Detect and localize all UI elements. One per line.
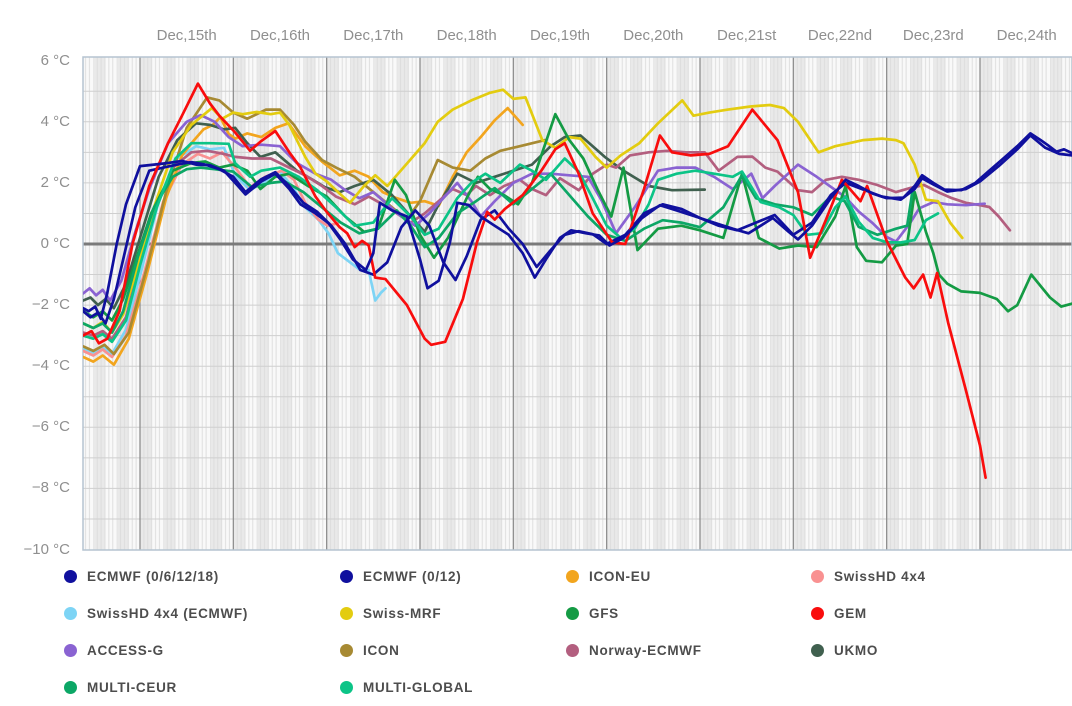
- y-axis-label: −8 °C: [31, 479, 70, 497]
- y-axis-label: 4 °C: [40, 112, 70, 130]
- y-axis-label: −10 °C: [23, 540, 70, 558]
- legend-row: SwissHD 4x4 (ECMWF) Swiss-MRF GFS GEM: [64, 595, 1072, 632]
- legend-color-dot: [340, 570, 353, 583]
- y-axis-label: −6 °C: [31, 418, 70, 436]
- x-axis-label: Dec,24th: [996, 27, 1057, 44]
- legend-label: Swiss-MRF: [363, 606, 442, 621]
- legend-color-dot: [64, 607, 77, 620]
- chart-canvas: [82, 56, 1072, 551]
- y-axis-label: −4 °C: [31, 357, 70, 375]
- legend-color-dot: [340, 607, 353, 620]
- legend-color-dot: [566, 570, 579, 583]
- series-line-gem: [83, 82, 987, 480]
- legend-label: MULTI-GLOBAL: [363, 680, 474, 695]
- legend-color-dot: [64, 570, 77, 583]
- legend-color-dot: [811, 644, 824, 657]
- legend-row: ECMWF (0/6/12/18) ECMWF (0/12) ICON-EU Swis…: [64, 558, 1072, 595]
- legend-label: GFS: [589, 606, 619, 621]
- plot-frame: [82, 56, 1072, 551]
- x-axis-label: Dec,19th: [529, 27, 591, 44]
- legend-label: SwissHD 4x4 (ECMWF): [87, 606, 249, 621]
- legend-item-icon-eu[interactable]: ICON-EU: [566, 569, 811, 584]
- legend-color-dot: [811, 570, 824, 583]
- x-axis-label: Dec,21st: [717, 27, 777, 44]
- x-axis-label: Dec,20th: [623, 27, 684, 44]
- legend-item-ecmwf-0-6-12-18-[interactable]: ECMWF (0/6/12/18): [64, 569, 340, 584]
- legend-label: ECMWF (0/12): [363, 569, 462, 584]
- legend-label: ECMWF (0/6/12/18): [87, 569, 219, 584]
- legend-color-dot: [566, 644, 579, 657]
- legend-label: ICON: [363, 643, 400, 658]
- legend-item-gfs[interactable]: GFS: [566, 606, 811, 621]
- legend-label: GEM: [834, 606, 867, 621]
- series-line-swiss-mrf: [83, 88, 964, 334]
- x-axis-label: Dec,18th: [436, 27, 497, 44]
- series-line-icon: [83, 96, 547, 356]
- y-axis-label: 0 °C: [40, 235, 70, 252]
- legend-label: MULTI-CEUR: [87, 680, 177, 695]
- x-axis-label: Dec,15th: [156, 27, 217, 44]
- legend-item-norway-ecmwf[interactable]: Norway-ECMWF: [566, 643, 811, 658]
- y-axis-label: −2 °C: [31, 296, 70, 314]
- series-line-ecmwf-0-6-12-18-: [83, 132, 1072, 321]
- x-axis-label: Dec,23rd: [902, 27, 964, 44]
- legend-label: SwissHD 4x4: [834, 569, 926, 584]
- legend-label: ICON-EU: [589, 569, 651, 584]
- legend-label: ACCESS-G: [87, 643, 164, 658]
- legend-label: Norway-ECMWF: [589, 643, 702, 658]
- legend-row: ACCESS-G ICON Norway-ECMWF UKMO: [64, 632, 1072, 669]
- legend-item-ukmo[interactable]: UKMO: [811, 643, 1072, 658]
- legend-item-ecmwf-0-12-[interactable]: ECMWF (0/12): [340, 569, 566, 584]
- legend-item-swisshd-4x4-ecmwf-[interactable]: SwissHD 4x4 (ECMWF): [64, 606, 340, 621]
- legend: ECMWF (0/6/12/18) ECMWF (0/12) ICON-EU Swis…: [64, 558, 1072, 706]
- x-axis-label: Dec,22nd: [807, 27, 873, 44]
- legend-color-dot: [811, 607, 824, 620]
- legend-color-dot: [340, 681, 353, 694]
- series-line-multi-ceur: [83, 166, 915, 334]
- y-axis-label: 2 °C: [40, 173, 70, 191]
- legend-color-dot: [566, 607, 579, 620]
- legend-label: UKMO: [834, 643, 879, 658]
- legend-item-swiss-mrf[interactable]: Swiss-MRF: [340, 606, 566, 621]
- legend-item-gem[interactable]: GEM: [811, 606, 1072, 621]
- legend-item-swisshd-4x4[interactable]: SwissHD 4x4: [811, 569, 1072, 584]
- legend-color-dot: [340, 644, 353, 657]
- legend-color-dot: [64, 681, 77, 694]
- x-axis-label: Dec,17th: [343, 27, 404, 44]
- legend-item-icon[interactable]: ICON: [340, 643, 566, 658]
- y-axis-label: 6 °C: [40, 51, 70, 69]
- series-line-norway-ecmwf: [83, 149, 1012, 341]
- legend-item-access-g[interactable]: ACCESS-G: [64, 643, 340, 658]
- legend-item-multi-ceur[interactable]: MULTI-CEUR: [64, 680, 340, 695]
- series-line-multi-global: [83, 141, 940, 344]
- legend-row: MULTI-CEUR MULTI-GLOBAL: [64, 669, 1072, 706]
- x-axis-label: Dec,16th: [249, 27, 311, 44]
- legend-item-multi-global[interactable]: MULTI-GLOBAL: [340, 680, 566, 695]
- legend-color-dot: [64, 644, 77, 657]
